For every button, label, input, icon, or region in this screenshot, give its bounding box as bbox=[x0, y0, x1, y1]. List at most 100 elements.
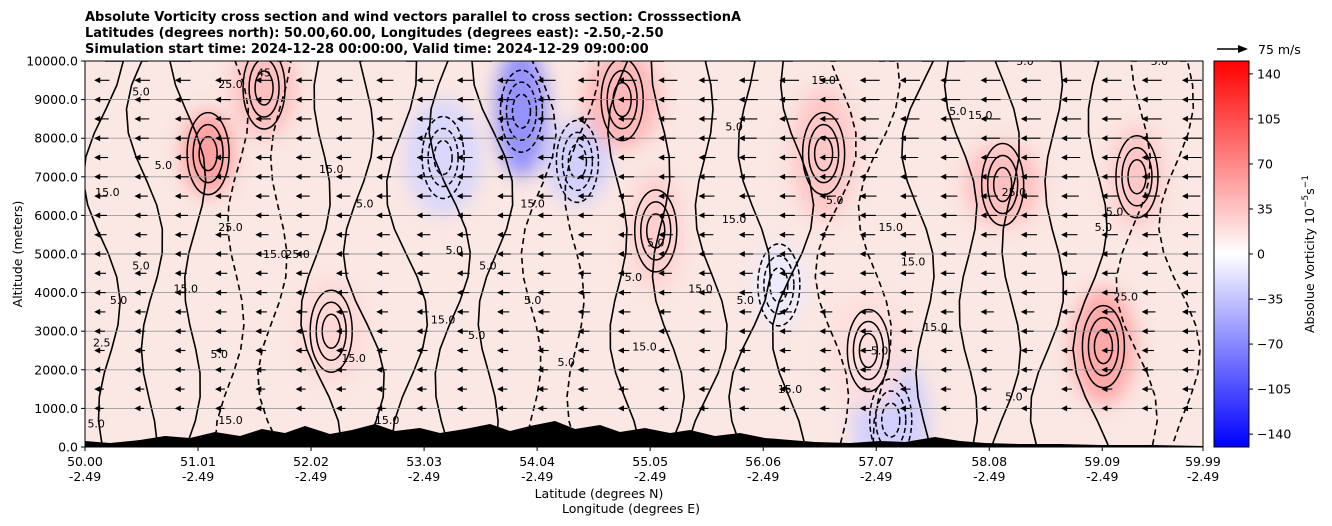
wind-vector-head bbox=[174, 77, 181, 84]
wind-vector-head bbox=[819, 77, 826, 84]
wind-vector-head bbox=[335, 366, 342, 373]
wind-vector-head bbox=[416, 289, 423, 296]
wind-vector-head bbox=[779, 154, 786, 161]
wind-vector-head bbox=[295, 212, 302, 219]
wind-vector-head bbox=[617, 366, 624, 373]
wind-vector-head bbox=[416, 115, 423, 122]
wind-vector-head bbox=[1020, 231, 1027, 238]
contour-line bbox=[607, 61, 641, 446]
contour-label: 5.0 bbox=[1151, 55, 1169, 68]
wind-vector-head bbox=[497, 405, 504, 412]
wind-vector-head bbox=[456, 251, 463, 257]
wind-vector-head bbox=[376, 289, 383, 296]
wind-vector-head bbox=[738, 405, 745, 412]
wind-vector-head bbox=[1101, 212, 1108, 219]
wind-vector-head bbox=[94, 251, 101, 257]
wind-vector-head bbox=[1181, 135, 1188, 142]
wind-vector-head bbox=[215, 347, 222, 354]
wind-vector-head bbox=[940, 96, 947, 103]
x-axis-ticks: 50.00-2.4951.01-2.4952.02-2.4953.03-2.49… bbox=[67, 447, 1221, 484]
wind-vector-head bbox=[174, 96, 181, 103]
wind-vector-head bbox=[738, 270, 745, 277]
wind-vector-head bbox=[94, 212, 101, 219]
wind-vector-head bbox=[456, 135, 463, 142]
y-tick-label: 0.0 bbox=[58, 440, 78, 455]
wind-vector-head bbox=[94, 193, 101, 200]
wind-vector-head bbox=[698, 135, 705, 142]
wind-vector-head bbox=[215, 366, 222, 373]
wind-vector-head bbox=[416, 366, 423, 373]
contour-label: 5.0 bbox=[87, 418, 105, 431]
wind-vector-head bbox=[859, 212, 866, 219]
wind-vector-head bbox=[859, 154, 866, 161]
wind-vector-head bbox=[537, 173, 544, 180]
wind-vector-head bbox=[295, 289, 302, 296]
wind-vector-head bbox=[658, 173, 665, 180]
contour-label: 25.0 bbox=[1114, 290, 1139, 303]
wind-vector-head bbox=[215, 173, 222, 180]
wind-vector-head bbox=[134, 251, 141, 257]
wind-vector-head bbox=[859, 135, 866, 142]
contour-label: 5.0 bbox=[725, 120, 743, 133]
wind-vector-head bbox=[215, 289, 222, 296]
contour-label: 5.0 bbox=[211, 348, 229, 361]
contour-label: 25.0 bbox=[1002, 186, 1027, 199]
wind-vector-head bbox=[738, 212, 745, 219]
wind-vector-head bbox=[658, 289, 665, 296]
wind-vector-head bbox=[698, 77, 705, 84]
wind-vector-head bbox=[1141, 366, 1148, 373]
y-tick-label: 7000.0 bbox=[34, 169, 78, 184]
grid-lines bbox=[85, 61, 1203, 447]
wind-vector-head bbox=[295, 328, 302, 335]
wind-vector-head bbox=[940, 328, 947, 335]
wind-vector-head bbox=[1181, 308, 1188, 315]
colorbar-ticks: 140 105 70 35 0 −35 −70 −105 −140 bbox=[1249, 66, 1291, 442]
wind-vector-head bbox=[416, 270, 423, 277]
wind-vector-head bbox=[698, 328, 705, 335]
vorticity-field bbox=[182, 61, 1163, 447]
wind-vector-head bbox=[94, 405, 101, 412]
contour-label: 5.0 bbox=[132, 86, 150, 99]
wind-vector-head bbox=[174, 212, 181, 219]
wind-vector-head bbox=[1020, 251, 1027, 257]
wind-vector-head bbox=[134, 231, 141, 238]
wind-vector-head bbox=[134, 289, 141, 296]
wind-vector-head bbox=[980, 231, 987, 238]
wind-vector-head bbox=[899, 328, 906, 335]
contour-label: 15.0 bbox=[632, 341, 657, 354]
wind-vector-head bbox=[617, 405, 624, 412]
contour-ring bbox=[986, 154, 1019, 215]
vorticity-blob bbox=[405, 99, 482, 216]
wind-vector-head bbox=[174, 251, 181, 257]
wind-vector-head bbox=[738, 115, 745, 122]
colorbar-label-unit: s bbox=[1302, 188, 1317, 195]
wind-vector-head bbox=[416, 328, 423, 335]
wind-vector-head bbox=[376, 405, 383, 412]
wind-vector-head bbox=[376, 270, 383, 277]
wind-vector-head bbox=[1101, 270, 1108, 277]
x-tick-label-lon: -2.49 bbox=[69, 469, 101, 484]
wind-vector-head bbox=[779, 308, 786, 315]
wind-vector-head bbox=[537, 270, 544, 277]
contour-ring bbox=[640, 201, 672, 261]
y-tick-label: 5000.0 bbox=[34, 247, 78, 262]
wind-vector-head bbox=[255, 308, 262, 315]
colorbar-tick-label: −105 bbox=[1257, 382, 1291, 397]
wind-vector-head bbox=[335, 77, 342, 84]
vorticity-blob bbox=[545, 119, 610, 204]
wind-vector-head bbox=[537, 289, 544, 296]
contour-label: 5.0 bbox=[132, 259, 150, 272]
wind-vector-head bbox=[738, 328, 745, 335]
wind-vector-head bbox=[497, 77, 504, 84]
wind-vector-head bbox=[497, 366, 504, 373]
wind-vector-head bbox=[376, 328, 383, 335]
wind-vector-head bbox=[497, 231, 504, 238]
x-tick-label-lat: 55.05 bbox=[632, 454, 668, 469]
wind-vector-head bbox=[819, 328, 826, 335]
y-tick-label: 4000.0 bbox=[34, 285, 78, 300]
wind-vector-head bbox=[980, 77, 987, 84]
wind-vector-head bbox=[859, 386, 866, 393]
wind-vector-head bbox=[255, 231, 262, 238]
y-tick-label: 2000.0 bbox=[34, 362, 78, 377]
wind-vector-head bbox=[295, 231, 302, 238]
